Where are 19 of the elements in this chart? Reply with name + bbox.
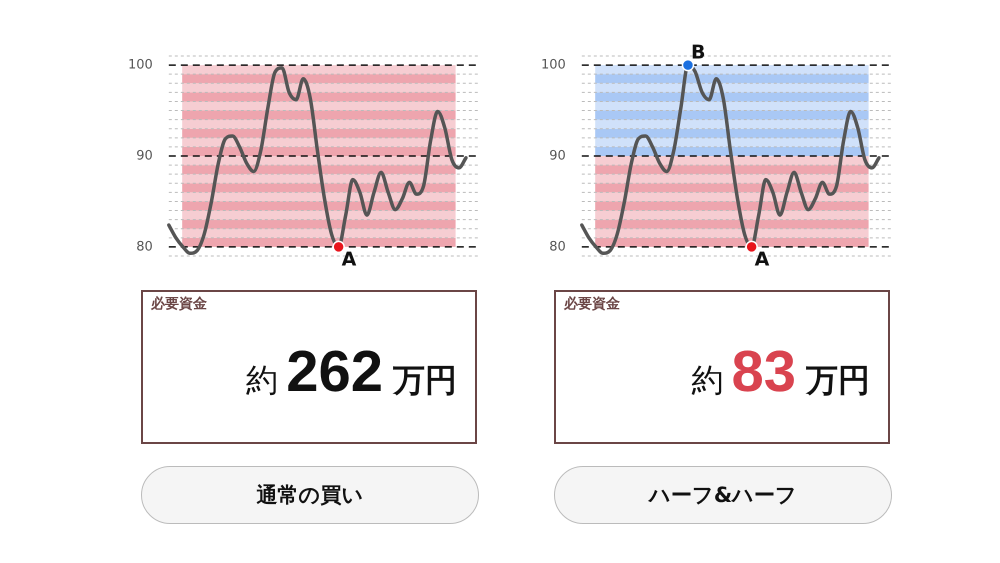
y-tick-label: 100	[128, 57, 153, 72]
button: 通常の買い	[141, 466, 479, 524]
y-tick-label: 80	[549, 239, 566, 254]
y-tick-label: 80	[136, 239, 153, 254]
y-tick-label: 90	[136, 148, 153, 164]
button: ハーフ&ハーフ	[554, 466, 892, 524]
annotation: A	[342, 248, 357, 270]
text: 万円	[806, 361, 870, 399]
text: 必要資金	[564, 295, 620, 313]
text: 約	[691, 361, 724, 399]
text: 約	[246, 361, 278, 399]
text: 必要資金	[151, 295, 207, 313]
y-tick-label: 90	[549, 148, 566, 164]
annotation: B	[690, 42, 706, 64]
text: 83	[731, 339, 796, 404]
annotation: A	[754, 248, 770, 270]
text: 262	[286, 339, 383, 404]
y-tick-label: 100	[540, 57, 566, 72]
text: 万円	[393, 361, 457, 399]
